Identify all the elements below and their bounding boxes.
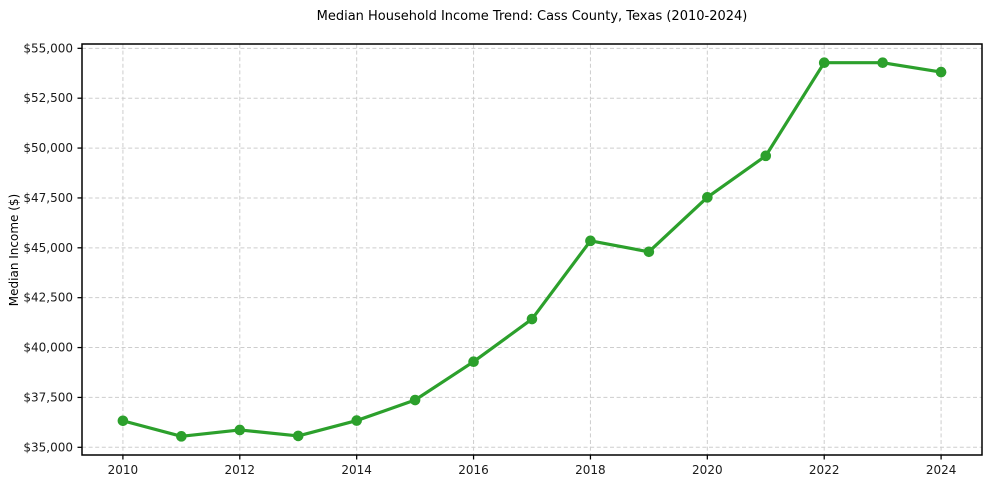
- x-tick-label: 2010: [108, 463, 139, 477]
- x-tick-label: 2022: [809, 463, 840, 477]
- data-point-2013: [292, 430, 304, 442]
- data-point-2022: [818, 57, 830, 68]
- x-tick-label: 2024: [926, 463, 957, 477]
- data-point-2014: [351, 415, 362, 426]
- data-point-2023: [877, 57, 888, 68]
- data-point-2011: [176, 431, 187, 442]
- y-tick-label: $47,500: [23, 191, 73, 205]
- data-point-2015: [409, 394, 421, 406]
- y-tick-label: $52,500: [23, 91, 73, 105]
- data-point-2020: [702, 192, 713, 203]
- x-tick-label: 2014: [341, 463, 372, 477]
- data-point-2016: [468, 356, 479, 368]
- y-tick-label: $37,500: [23, 390, 73, 404]
- y-tick-label: $42,500: [23, 291, 73, 305]
- y-tick-label: $45,000: [23, 241, 73, 255]
- x-tick-label: 2012: [225, 463, 256, 477]
- data-point-2017: [526, 313, 538, 325]
- x-tick-label: 2020: [692, 463, 723, 477]
- y-tick-label: $40,000: [23, 341, 73, 355]
- data-point-2019: [643, 246, 655, 258]
- y-tick-label: $35,000: [23, 440, 73, 454]
- data-point-2024: [935, 66, 947, 78]
- data-point-2021: [760, 150, 772, 162]
- data-point-2018: [585, 235, 596, 247]
- chart-title: Median Household Income Trend: Cass Coun…: [316, 9, 748, 24]
- income-trend-line: [121, 61, 943, 438]
- data-point-2010: [117, 415, 129, 427]
- x-tick-label: 2016: [458, 463, 489, 477]
- x-tick-label: 2018: [575, 463, 606, 477]
- y-axis-label: Median Income ($): [7, 193, 21, 307]
- plot-border: [81, 43, 983, 456]
- y-tick-label: $50,000: [23, 141, 73, 155]
- data-point-2012: [234, 424, 246, 436]
- y-tick-label: $55,000: [23, 41, 73, 55]
